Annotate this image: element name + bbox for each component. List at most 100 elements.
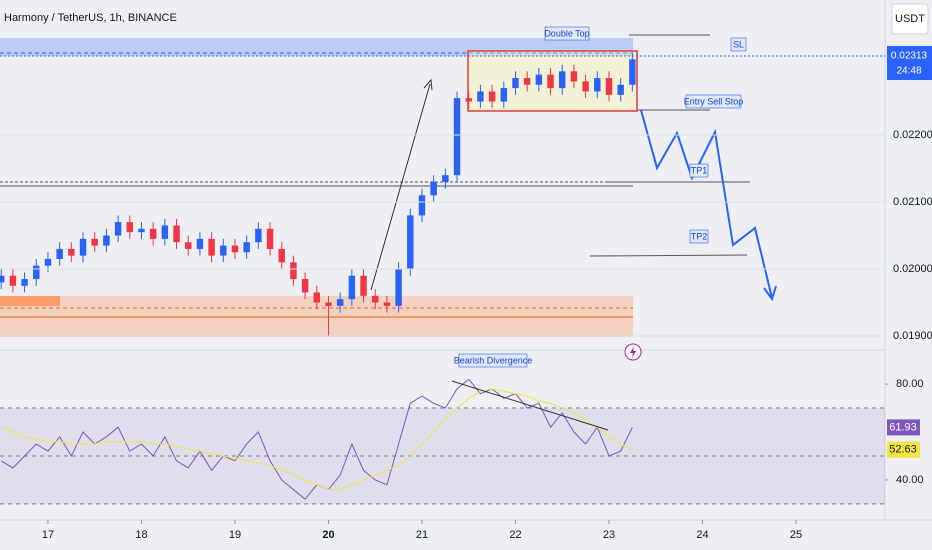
- candle-body: [570, 71, 578, 82]
- value-tag-label: 52.63: [889, 444, 917, 456]
- trend-arrow: [370, 83, 431, 291]
- rsi-pane: 80.00 40.00 17 18 19 20 21 22 23 24 25 61.93 52.63: [0, 378, 924, 541]
- annotation-box: [685, 94, 742, 109]
- candle-body: [0, 275, 5, 283]
- candle-body: [629, 59, 636, 85]
- candle-body: [325, 302, 332, 306]
- price-tag: [887, 46, 932, 80]
- candle-body: [512, 78, 519, 89]
- candle-body: [9, 275, 17, 286]
- candle-body: [360, 275, 367, 296]
- candle-body: [44, 258, 52, 266]
- candle-body: [290, 262, 297, 280]
- candle-body: [418, 195, 426, 216]
- candle-body: [617, 84, 624, 95]
- annotation-box: [689, 229, 709, 244]
- candle-body: [21, 279, 28, 286]
- x-tick-label: 17: [42, 529, 54, 541]
- alert-icon-bolt: [630, 346, 636, 358]
- annotation: TP1: [691, 165, 708, 175]
- candle-body: [582, 81, 589, 92]
- x-tick-label: 21: [416, 529, 428, 541]
- projection-arrow-head: [763, 285, 777, 302]
- y-tick-label: 0.02200: [893, 129, 932, 141]
- candle-body: [372, 295, 379, 303]
- candle-body: [255, 228, 262, 243]
- candle-body: [313, 292, 321, 303]
- chart-title: Harmony / TetherUS, 1h, BINANCE: [4, 12, 177, 24]
- candle-body: [523, 78, 531, 85]
- candle-body: [430, 181, 437, 196]
- candle-body: [395, 269, 402, 306]
- projection-path: [640, 109, 773, 299]
- candle-body: [547, 74, 554, 89]
- candle-body: [68, 248, 75, 256]
- candle-body: [114, 222, 122, 236]
- candles: [0, 52, 636, 337]
- candle-body: [383, 302, 391, 306]
- annotation-box: [544, 26, 590, 41]
- x-tick-label: 25: [790, 529, 802, 541]
- candle-body: [559, 71, 566, 89]
- candle-body: [103, 235, 110, 246]
- candle-body: [477, 91, 484, 102]
- candle-body: [278, 248, 285, 263]
- candle-body: [196, 238, 204, 249]
- y-tick-label: 0.02100: [893, 196, 932, 208]
- candle-body: [79, 238, 87, 256]
- support-block: [0, 296, 60, 306]
- candle-body: [161, 225, 169, 239]
- candle-body: [266, 228, 274, 249]
- value-tag-label: 61.93: [889, 421, 917, 433]
- candle-body: [336, 299, 344, 306]
- y-tick-label: 80.00: [896, 378, 924, 390]
- annotation: SL: [733, 39, 744, 49]
- annotation: Entry Sell Stop: [684, 96, 744, 106]
- currency-button[interactable]: [891, 3, 929, 35]
- x-tick-label: 18: [135, 529, 147, 541]
- arrow-head: [423, 78, 433, 91]
- candle-body: [488, 91, 496, 102]
- candle-body: [126, 222, 133, 233]
- candle-body: [91, 238, 98, 246]
- candle-body: [138, 228, 145, 233]
- annotation: TP2: [691, 231, 708, 241]
- annotation-box: [689, 163, 709, 178]
- tp2-line: [589, 254, 748, 257]
- rsi-line: [1, 388, 633, 491]
- candle-body: [56, 248, 63, 259]
- y-tick-label: 0.01900: [893, 330, 932, 342]
- candle-body: [453, 98, 461, 176]
- candle-body: [173, 225, 180, 243]
- price-tag-countdown: 24:48: [896, 66, 921, 77]
- x-tick-label: 22: [509, 529, 521, 541]
- candle-body: [185, 242, 192, 249]
- candle-body: [407, 215, 414, 270]
- x-tick-label: 20: [322, 529, 334, 541]
- candle-body: [243, 242, 250, 253]
- currency-button-label[interactable]: USDT: [895, 13, 925, 25]
- x-tick-label: 24: [696, 529, 708, 541]
- candle-body: [33, 265, 40, 280]
- y-tick-label: 0.02000: [893, 263, 932, 275]
- annotation: Double Top: [544, 28, 589, 38]
- candle-body: [442, 175, 449, 182]
- x-tick-label: 23: [603, 529, 615, 541]
- candle-body: [301, 279, 309, 293]
- candle-body: [231, 245, 239, 253]
- candle-body: [149, 228, 157, 239]
- candle-body: [500, 88, 508, 102]
- annotation-box: [458, 353, 528, 368]
- candle-body: [220, 245, 227, 256]
- candle-body: [465, 98, 472, 102]
- candle-body: [605, 78, 613, 95]
- candle-body: [348, 275, 356, 300]
- candle-body: [535, 74, 543, 85]
- annotation-box: [730, 37, 747, 52]
- candle-body: [594, 78, 601, 92]
- annotation: Bearish Divergence: [454, 355, 533, 365]
- price-tag-value: 0.02313: [891, 51, 928, 62]
- divergence-line: [451, 380, 609, 431]
